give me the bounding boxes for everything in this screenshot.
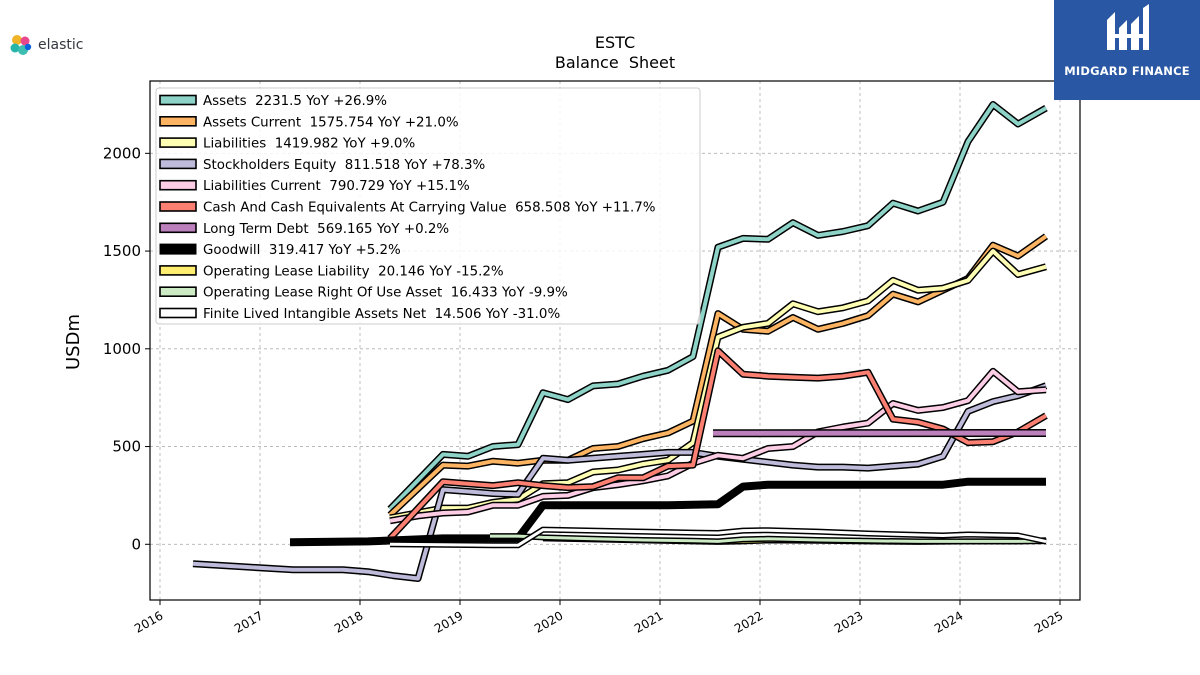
series-line-goodwill [289, 477, 1047, 547]
elastic-logo: elastic [8, 32, 83, 58]
y-tick-label: 500 [112, 438, 141, 456]
legend-label-goodwill: Goodwill 319.417 YoY +5.2% [203, 243, 401, 258]
legend-label-assets-current: Assets Current 1575.754 YoY +21.0% [203, 115, 459, 130]
series-line-assets-current [388, 234, 1048, 517]
legend-label-assets: Assets 2231.5 YoY +26.9% [203, 94, 387, 109]
elastic-logo-icon [10, 35, 32, 55]
series-line-finite-lived-intangible-assets-net [389, 528, 1047, 547]
series-line-liabilities-current [389, 369, 1047, 523]
legend-label-operating-lease-right-of-use-asset: Operating Lease Right Of Use Asset 16.43… [203, 286, 568, 301]
x-tick-label: 2019 [432, 608, 465, 635]
x-tick-label: 2016 [132, 608, 165, 635]
midgard-finance-logo: MIDGARD FINANCE [1054, 0, 1200, 100]
x-tick-label: 2025 [1032, 608, 1065, 635]
plot-frame [149, 80, 1081, 601]
series-lines [192, 101, 1049, 582]
x-tick-label: 2022 [732, 608, 765, 635]
series-line-operating-lease-right-of-use-asset [490, 534, 1047, 543]
series-line-liabilities [389, 249, 1047, 520]
legend: Assets 2231.5 YoY +26.9% Assets Current 1… [155, 87, 701, 325]
x-tick-label: 2017 [232, 608, 265, 635]
x-tick-label: 2023 [832, 608, 865, 635]
midgard-logo-text: MIDGARD FINANCE [1064, 64, 1190, 78]
chart-subtitle: Balance Sheet [555, 53, 675, 72]
legend-label-liabilities-current: Liabilities Current 790.729 YoY +15.1% [203, 179, 470, 194]
y-axis-label: USDm [63, 314, 84, 370]
chart-title: ESTC [595, 33, 635, 52]
elastic-logo-text: elastic [38, 37, 84, 53]
series-line-stockholders-equity [192, 383, 1047, 581]
legend-label-stockholders-equity: Stockholders Equity 811.518 YoY +78.3% [203, 158, 485, 173]
legend-swatch-liabilities [159, 137, 197, 148]
midgard-monogram-icon [1107, 4, 1149, 50]
legend-swatch-goodwill [159, 243, 197, 255]
legend-swatch-operating-lease-liability [159, 265, 197, 276]
legend-label-finite-lived-intangible-assets-net: Finite Lived Intangible Assets Net 14.50… [203, 307, 560, 322]
legend-swatch-stockholders-equity [159, 158, 197, 170]
legend-label-long-term-debt: Long Term Debt 569.165 YoY +0.2% [203, 222, 449, 237]
legend-label-liabilities: Liabilities 1419.982 YoY +9.0% [203, 137, 415, 152]
legend-swatch-long-term-debt [159, 222, 197, 234]
x-tick-label: 2021 [632, 608, 665, 635]
series-line-cash-and-cash-equivalents-at-carrying-value [388, 348, 1048, 540]
y-tick-label: 1500 [103, 242, 141, 260]
x-tick-label: 2024 [932, 608, 965, 635]
legend-swatch-liabilities-current [159, 179, 197, 191]
legend-box [155, 87, 701, 325]
y-tick-label: 0 [131, 535, 141, 553]
legend-swatch-cash-and-cash-equivalents-at-carrying-value [159, 201, 197, 212]
legend-swatch-assets-current [159, 116, 197, 127]
x-tick-label: 2018 [332, 608, 365, 635]
y-tick-label: 1000 [103, 340, 141, 358]
x-tick-label: 2020 [532, 608, 565, 635]
legend-swatch-finite-lived-intangible-assets-net [159, 307, 197, 319]
series-line-assets [388, 102, 1047, 511]
legend-label-operating-lease-liability: Operating Lease Liability 20.146 YoY -15… [203, 264, 504, 279]
legend-swatch-operating-lease-right-of-use-asset [159, 286, 197, 298]
legend-label-cash-and-cash-equivalents-at-carrying-value: Cash And Cash Equivalents At Carrying Va… [203, 201, 656, 216]
y-tick-label: 2000 [103, 144, 141, 162]
legend-swatch-assets [159, 94, 197, 106]
